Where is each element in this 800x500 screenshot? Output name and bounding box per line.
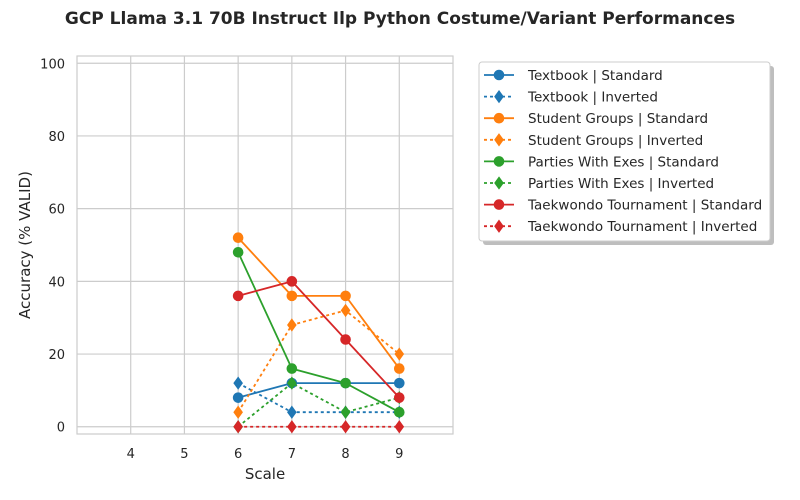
series-line — [237, 382, 400, 414]
x-tick-label: 4 — [127, 447, 135, 462]
series-layer — [232, 232, 405, 434]
x-tick-label: 6 — [234, 447, 242, 462]
x-tick-label: 9 — [395, 447, 403, 462]
data-point — [393, 377, 405, 389]
y-tick-label: 60 — [48, 203, 65, 218]
data-point — [393, 406, 405, 418]
data-point — [340, 303, 351, 318]
series-student-groups-standard — [232, 232, 405, 374]
series-taekwondo-tournament-standard — [232, 276, 405, 403]
data-point — [287, 405, 297, 419]
data-point — [233, 420, 243, 434]
legend-label: Textbook | Standard — [527, 68, 663, 84]
legend-label: Taekwondo Tournament | Standard — [527, 198, 762, 214]
legend-marker — [494, 176, 504, 190]
data-point — [233, 376, 243, 390]
data-point — [340, 377, 351, 389]
legend-frame — [478, 61, 771, 242]
data-point — [340, 334, 351, 345]
legend-item: Taekwondo Tournament | Inverted — [484, 219, 757, 235]
legend-marker — [494, 219, 504, 233]
data-point — [340, 290, 351, 302]
data-point — [233, 405, 243, 419]
series-line — [237, 280, 400, 399]
legend-item: Student Groups | Inverted — [484, 133, 703, 149]
data-point — [393, 392, 405, 403]
series-parties-with-exes-standard — [232, 246, 405, 418]
legend-item: Parties With Exes | Standard — [484, 154, 719, 170]
legend-label: Parties With Exes | Inverted — [528, 176, 714, 192]
legend-label: Textbook | Inverted — [527, 90, 658, 106]
y-tick-label: 40 — [48, 275, 65, 290]
y-axis-label: Accuracy (% VALID) — [16, 171, 34, 319]
legend-item: Textbook | Standard — [484, 68, 663, 84]
data-point — [340, 405, 351, 419]
y-tick-labels: 0 20 40 60 80 100 — [40, 57, 65, 435]
series-taekwondo-tournament-inverted — [233, 420, 405, 434]
x-tick-label: 8 — [341, 447, 349, 462]
series-student-groups-inverted — [233, 303, 405, 419]
x-axis-label: Scale — [245, 465, 285, 483]
chart-title: GCP Llama 3.1 70B Instruct Ilp Python Co… — [65, 9, 735, 29]
legend-label: Parties With Exes | Standard — [528, 154, 719, 170]
legend-label: Student Groups | Inverted — [528, 133, 703, 149]
y-tick-label: 100 — [40, 57, 65, 72]
plot-area — [76, 55, 454, 435]
data-point — [232, 232, 244, 244]
data-point — [286, 276, 298, 287]
legend-item: Parties With Exes | Inverted — [484, 176, 714, 192]
legend-item: Student Groups | Standard — [484, 111, 708, 127]
legend-marker — [494, 89, 504, 104]
data-point — [393, 363, 405, 374]
data-point — [394, 347, 405, 361]
data-point — [394, 420, 405, 434]
legend-marker — [494, 133, 504, 147]
series-line — [237, 382, 400, 428]
y-tick-label: 80 — [48, 130, 65, 145]
x-tick-label: 5 — [180, 447, 188, 462]
x-tick-labels: 4 5 6 7 8 9 — [127, 447, 404, 462]
x-tick-label: 7 — [288, 447, 296, 462]
data-point — [232, 392, 244, 403]
data-point — [232, 246, 244, 258]
data-point — [286, 363, 298, 374]
legend-marker — [493, 199, 505, 210]
legend-item: Textbook | Inverted — [484, 90, 658, 106]
y-tick-label: 20 — [48, 348, 65, 363]
legend-marker — [493, 69, 505, 81]
y-tick-label: 0 — [57, 421, 65, 436]
data-point — [340, 420, 351, 434]
legend: Textbook | Standard Textbook | Inverted St… — [478, 61, 774, 245]
legend-marker — [493, 112, 505, 124]
legend-label: Student Groups | Standard — [528, 111, 708, 127]
legend-marker — [493, 156, 505, 167]
grid-lines — [77, 56, 453, 434]
legend-items: Textbook | Standard Textbook | Inverted St… — [484, 68, 762, 235]
series-line — [237, 309, 400, 413]
series-line — [237, 251, 400, 413]
data-point — [287, 318, 297, 332]
series-line — [237, 382, 400, 399]
data-point — [287, 376, 297, 390]
data-point — [286, 290, 298, 302]
data-point — [232, 290, 244, 302]
legend-label: Taekwondo Tournament | Inverted — [527, 219, 757, 235]
legend-item: Taekwondo Tournament | Standard — [484, 198, 762, 214]
data-point — [287, 420, 297, 434]
